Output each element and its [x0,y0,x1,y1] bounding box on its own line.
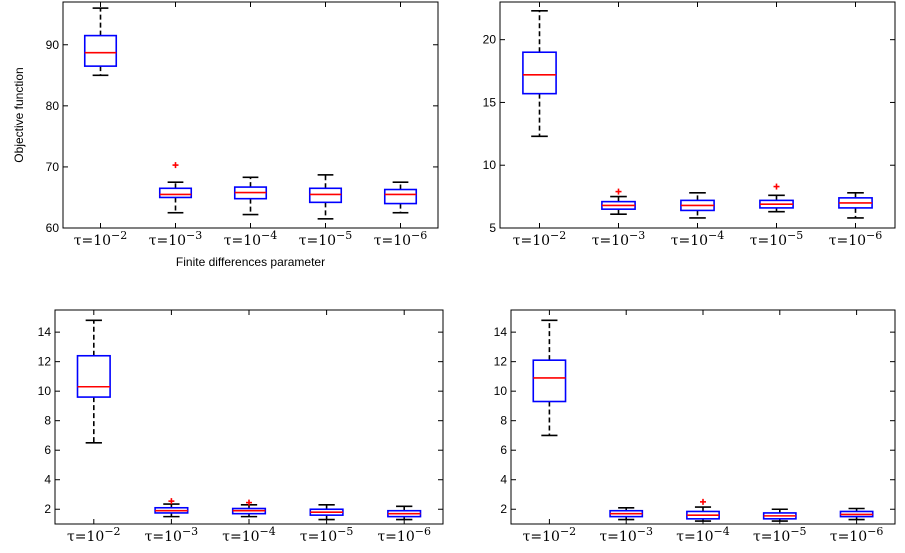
y-tick-label: 12 [494,355,508,369]
y-tick-label: 6 [44,443,51,457]
y-tick-label: 12 [38,355,52,369]
y-tick-label: 20 [483,33,497,47]
box-5 [383,181,418,214]
x-category-label: τ=10−2 [513,229,567,249]
y-tick-label: 2 [500,502,507,516]
x-category-label: τ=10−4 [676,525,730,545]
y-tick-label: 2 [44,502,51,516]
box-2 [154,498,189,518]
x-category-label: τ=10−3 [149,229,203,249]
box-5 [838,192,873,219]
y-tick-label: 4 [44,473,51,487]
box-1 [522,9,557,138]
y-tick-label: 5 [489,221,496,235]
x-category-label: τ=10−4 [224,229,278,249]
iqr-box [383,188,418,205]
y-tick-label: 90 [46,38,60,52]
box-5 [387,505,422,521]
box-2 [601,188,636,215]
y-tick-label: 15 [483,95,497,109]
x-category-label: τ=10−6 [374,229,428,249]
x-category-label: τ=10−6 [829,229,883,249]
y-tick-label: 80 [46,99,60,113]
x-category-label: τ=10−6 [830,525,884,545]
box-5 [839,507,874,521]
x-category-label: τ=10−5 [299,229,353,249]
y-tick-label: 6 [500,443,507,457]
box-4 [762,508,797,522]
iqr-box [76,354,111,398]
x-category-label: τ=10−5 [753,525,807,545]
x-category-label: τ=10−2 [74,229,128,249]
x-category-label: τ=10−5 [750,229,804,249]
box-4 [309,504,344,521]
y-axis-title: Objective function [12,67,26,162]
box-4 [759,183,794,213]
y-tick-label: 8 [44,414,51,428]
plot-frame [510,309,896,525]
iqr-box [532,359,567,403]
y-tick-label: 70 [46,160,60,174]
panel-1: 60 70 80 90 τ=10−2 τ=10−3 τ=10−4 τ=10−5 τ=10−6 Ob… [12,1,439,269]
plot-frame [499,1,896,229]
y-tick-label: 8 [500,414,507,428]
iqr-box [83,34,118,67]
y-tick-label: 10 [494,384,508,398]
x-category-label: τ=10−3 [592,229,646,249]
x-category-label: τ=10−6 [377,525,431,545]
iqr-box [158,187,193,199]
y-tick-label: 14 [38,325,52,339]
y-tick-label: 60 [46,221,60,235]
x-category-label: τ=10−4 [222,525,276,545]
iqr-box [308,187,343,204]
panel-4: 2 4 6 8 10 12 14 τ=10−2 τ=10−3 τ=10−4 τ=10−5 τ=10−6 [494,309,896,545]
x-category-label: τ=10−4 [671,229,725,249]
y-tick-label: 10 [483,158,497,172]
box-3 [233,176,268,216]
plot-frame [54,309,444,525]
iqr-box [522,51,557,95]
y-tick-label: 4 [500,473,507,487]
y-tick-label: 10 [38,384,52,398]
y-tick-label: 14 [494,325,508,339]
x-category-label: τ=10−3 [599,525,653,545]
box-3 [231,499,267,518]
x-category-label: τ=10−3 [145,525,199,545]
box-1 [83,7,118,77]
x-category-label: τ=10−2 [523,525,577,545]
box-1 [76,319,111,444]
panel-3: 2 4 6 8 10 12 14 τ=10−2 τ=10−3 τ=10−4 τ=10−5 τ=10−6 [38,309,444,545]
box-4 [308,174,343,220]
box-1 [532,319,567,437]
box-3 [686,498,720,522]
box-2 [158,162,193,214]
box-3 [680,192,715,219]
x-category-label: τ=10−2 [67,525,121,545]
x-category-label: τ=10−5 [300,525,354,545]
panel-2: 5 10 15 20 τ=10−2 τ=10−3 τ=10−4 τ=10−5 τ=10−6 [483,1,896,249]
x-axis-title: Finite differences parameter [176,255,325,269]
plot-frame [62,1,439,229]
box-2 [609,506,644,521]
